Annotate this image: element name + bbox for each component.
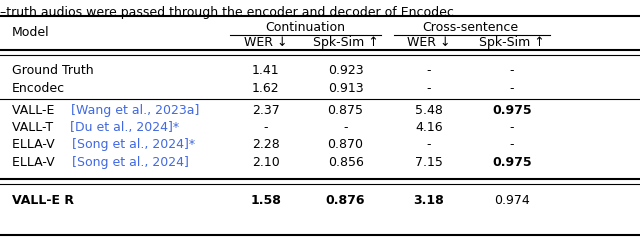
Text: 2.10: 2.10 — [252, 156, 280, 169]
Text: -: - — [509, 138, 515, 151]
Text: VALL-T: VALL-T — [12, 121, 57, 134]
Text: 3.18: 3.18 — [413, 194, 444, 207]
Text: Cross-sentence: Cross-sentence — [422, 21, 518, 34]
Text: VALL-E: VALL-E — [12, 104, 58, 117]
Text: VALL-E R: VALL-E R — [12, 194, 74, 207]
Text: 0.923: 0.923 — [328, 64, 364, 77]
Text: [Song et al., 2024]: [Song et al., 2024] — [72, 156, 189, 169]
Text: -: - — [509, 121, 515, 134]
Text: 7.15: 7.15 — [415, 156, 443, 169]
Text: Encodec: Encodec — [12, 82, 65, 95]
Text: 0.974: 0.974 — [494, 194, 530, 207]
Text: -: - — [426, 82, 431, 95]
Text: ELLA-V: ELLA-V — [12, 138, 58, 151]
Text: Model: Model — [12, 26, 49, 39]
Text: -: - — [509, 82, 515, 95]
Text: ELLA-V: ELLA-V — [12, 156, 58, 169]
Text: –truth audios were passed through the encoder and decoder of Encodec.: –truth audios were passed through the en… — [0, 6, 458, 19]
Text: 1.62: 1.62 — [252, 82, 280, 95]
Text: 0.856: 0.856 — [328, 156, 364, 169]
Text: 2.37: 2.37 — [252, 104, 280, 117]
Text: Ground Truth: Ground Truth — [12, 64, 93, 77]
Text: 0.870: 0.870 — [328, 138, 364, 151]
Text: WER ↓: WER ↓ — [407, 36, 451, 49]
Text: WER ↓: WER ↓ — [244, 36, 287, 49]
Text: 1.58: 1.58 — [250, 194, 281, 207]
Text: [Wang et al., 2023a]: [Wang et al., 2023a] — [71, 104, 200, 117]
Text: 0.975: 0.975 — [492, 104, 532, 117]
Text: [Song et al., 2024]*: [Song et al., 2024]* — [72, 138, 195, 151]
Text: 1.41: 1.41 — [252, 64, 280, 77]
Text: [Du et al., 2024]*: [Du et al., 2024]* — [70, 121, 179, 134]
Text: -: - — [509, 64, 515, 77]
Text: Spk-Sim ↑: Spk-Sim ↑ — [479, 36, 545, 49]
Text: 0.975: 0.975 — [492, 156, 532, 169]
Text: 4.16: 4.16 — [415, 121, 443, 134]
Text: -: - — [426, 64, 431, 77]
Text: Continuation: Continuation — [265, 21, 346, 34]
Text: -: - — [343, 121, 348, 134]
Text: 5.48: 5.48 — [415, 104, 443, 117]
Text: 2.28: 2.28 — [252, 138, 280, 151]
Text: 0.913: 0.913 — [328, 82, 364, 95]
Text: Spk-Sim ↑: Spk-Sim ↑ — [313, 36, 378, 49]
Text: 0.875: 0.875 — [328, 104, 364, 117]
Text: -: - — [426, 138, 431, 151]
Text: -: - — [263, 121, 268, 134]
Text: 0.876: 0.876 — [326, 194, 365, 207]
